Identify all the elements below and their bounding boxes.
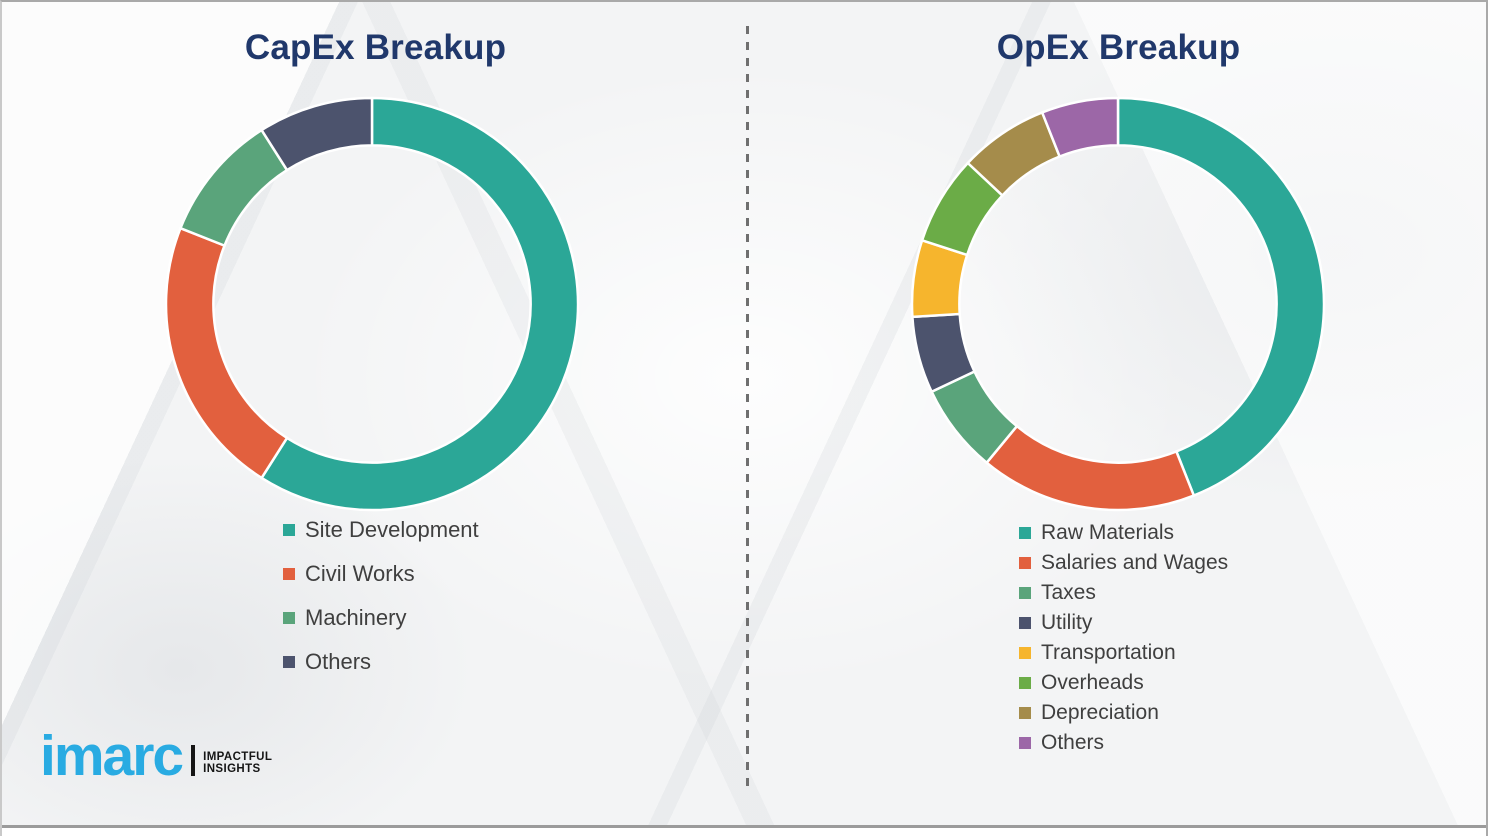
legend-item-site-development: Site Development [283,508,479,552]
legend-label-opex-others: Others [1041,731,1105,754]
legend-label-capex-others: Others [305,649,372,674]
legend-swatch-civil-works [283,568,295,580]
imarc-logo-wordmark: imarc [40,724,184,788]
logo-tagline: IMPACTFUL INSIGHTS [203,751,272,775]
capex-donut-chart [164,96,580,512]
opex-segment-salaries-and-wages [985,424,1196,512]
capex-segment-machinery [179,128,289,247]
legend-item-civil-works: Civil Works [283,552,479,596]
legend-label-salaries-and-wages: Salaries and Wages [1041,551,1229,574]
legend-label-overheads: Overheads [1041,671,1144,694]
logo-divider-bar [191,745,196,777]
legend-label-depreciation: Depreciation [1041,701,1159,724]
legend-item-raw-materials: Raw Materials [1019,518,1228,548]
legend-label-machinery: Machinery [305,605,407,630]
capex-segment-site-development [260,96,580,512]
legend-swatch-utility [1019,617,1031,629]
opex-legend: Raw Materials Salaries and Wages Taxes U… [1019,518,1228,758]
legend-label-taxes: Taxes [1041,581,1096,604]
legend-label-transportation: Transportation [1041,641,1176,664]
legend-swatch-site-development [283,524,295,536]
bottom-rule [2,825,1486,828]
legend-item-depreciation: Depreciation [1019,698,1228,728]
legend-item-machinery: Machinery [283,596,479,640]
capex-segment-civil-works [164,226,289,480]
opex-segment-raw-materials [1116,96,1326,497]
legend-label-site-development: Site Development [305,517,479,542]
legend-swatch-overheads [1019,677,1031,689]
opex-chart-title: OpEx Breakup [996,28,1241,67]
legend-swatch-raw-materials [1019,527,1031,539]
logo-tagline-line2: INSIGHTS [203,762,261,775]
legend-swatch-taxes [1019,587,1031,599]
capex-segment-others [260,96,374,172]
capex-chart-title: CapEx Breakup [244,28,507,67]
legend-swatch-depreciation [1019,707,1031,719]
legend-swatch-capex-others [283,656,295,668]
opex-segment-others [1040,96,1120,158]
legend-item-salaries-and-wages: Salaries and Wages [1019,548,1228,578]
legend-item-capex-others: Others [283,640,479,684]
opex-donut-chart [910,96,1326,512]
imarc-logo: imarc IMPACTFUL INSIGHTS [40,724,272,788]
dashed-divider [746,26,749,792]
capex-legend: Site Development Civil Works Machinery O… [283,508,479,684]
logo-tagline-line1: IMPACTFUL [203,750,273,763]
legend-label-utility: Utility [1041,611,1093,634]
legend-swatch-transportation [1019,647,1031,659]
legend-label-raw-materials: Raw Materials [1041,521,1175,544]
legend-item-taxes: Taxes [1019,578,1228,608]
legend-swatch-salaries-and-wages [1019,557,1031,569]
legend-item-opex-others: Others [1019,728,1228,758]
legend-item-utility: Utility [1019,608,1228,638]
legend-swatch-opex-others [1019,737,1031,749]
bottom-strip [2,828,1486,836]
legend-item-transportation: Transportation [1019,638,1228,668]
legend-label-civil-works: Civil Works [305,561,415,586]
legend-swatch-machinery [283,612,295,624]
legend-item-overheads: Overheads [1019,668,1228,698]
